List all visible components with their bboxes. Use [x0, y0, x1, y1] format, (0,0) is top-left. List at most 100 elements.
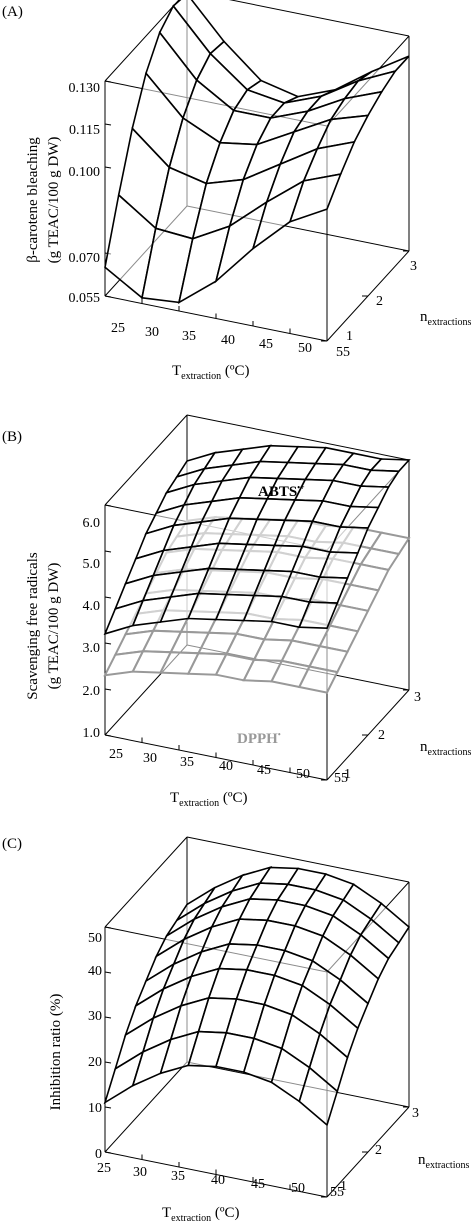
- panel-b-xlabel: Textraction (ºC): [170, 790, 248, 809]
- panel-a-ztick: 0.070: [69, 251, 101, 266]
- panel-b-xtick: 35: [180, 755, 194, 770]
- panel-a-ztick: 0.115: [69, 123, 100, 138]
- panel-c: (C) Inhibition ratio (%) 0 10 20 30 40 5…: [2, 836, 469, 1224]
- z-tick-mark: [104, 166, 112, 169]
- panel-c-ztick: 40: [88, 964, 102, 979]
- panel-a-ztick: 0.130: [69, 81, 101, 96]
- panel-a-ylabel-line1: β-carotene bleaching: [25, 137, 41, 263]
- z-tick-mark: [104, 1151, 112, 1154]
- panel-b-ztick: 3.0: [83, 641, 101, 656]
- z-tick-mark: [104, 123, 112, 126]
- panel-a: (A) β-carotene bleaching (g TEAC/100 g D…: [2, 0, 471, 382]
- box-edge: [104, 836, 188, 928]
- z-tick-mark: [104, 971, 112, 974]
- panel-a-ylabel-line2: (g TEAC/100 g DW): [46, 137, 62, 264]
- panel-c-xtick: 30: [133, 1165, 147, 1180]
- panel-a-nlabel: nextractions: [420, 309, 471, 328]
- box-edge: [186, 414, 410, 461]
- panel-b-xtick: 55: [334, 771, 348, 786]
- surface-series-0: [104, 0, 410, 304]
- panel-c-ylabel: Inhibition ratio (%): [48, 994, 64, 1111]
- panel-a-xtick: 50: [298, 341, 312, 356]
- z-tick-mark: [104, 295, 112, 298]
- panel-b-ztick: 6.0: [83, 516, 101, 531]
- panel-b-ylabel-line1: Scavenging free radicals: [25, 552, 41, 700]
- panel-c-xtick: 55: [330, 1185, 344, 1200]
- surface-cell: [298, 601, 339, 630]
- panel-c-ntick: 2: [375, 1143, 382, 1158]
- panel-c-xtick: 50: [291, 1181, 305, 1196]
- panel-b-xtick: 25: [109, 747, 123, 762]
- surface-cell: [297, 665, 339, 694]
- panel-b-xtick: 40: [219, 759, 233, 774]
- box-edge: [186, 836, 410, 883]
- box-edge: [104, 1061, 188, 1153]
- box-edge: [228, 0, 410, 37]
- panel-a-ntick: 1: [346, 329, 353, 344]
- panel-c-xlabel: Textraction (ºC): [162, 1205, 240, 1224]
- panel-c-nlabel: nextractions: [418, 1152, 469, 1171]
- surface-series-abts: [103, 444, 411, 636]
- panel-c-xtick: 40: [211, 1173, 225, 1188]
- panel-b-ztick: 2.0: [83, 684, 101, 699]
- z-tick-mark: [104, 688, 112, 691]
- z-tick-mark: [104, 1106, 112, 1109]
- z-tick-mark: [104, 550, 112, 553]
- z-tick-mark: [104, 734, 112, 737]
- panel-a-xtick: 25: [111, 321, 125, 336]
- panel-a-xtick: 35: [182, 329, 196, 344]
- panel-a-xtick: 30: [145, 325, 159, 340]
- panel-b-ntick: 3: [414, 690, 421, 705]
- surface-cell: [288, 173, 342, 223]
- panel-a-surface: [104, 0, 410, 304]
- panel-b-ntick: 1: [344, 767, 351, 782]
- panel-b-ztick: 1.0: [83, 726, 101, 741]
- panel-b-surfaces: [103, 444, 411, 694]
- panel-b-xtick: 50: [296, 767, 310, 782]
- panel-b-xtick: 30: [143, 751, 157, 766]
- z-tick-mark: [104, 596, 112, 599]
- panel-c-surface: [103, 866, 411, 1127]
- panel-a-ztick: 0.100: [69, 165, 101, 180]
- panel-c-ztick: 50: [88, 931, 102, 946]
- z-tick-mark: [104, 926, 112, 929]
- panel-c-ntick: 1: [340, 1179, 347, 1194]
- z-tick-mark: [104, 642, 112, 645]
- panel-b-label: (B): [2, 429, 22, 445]
- panel-c-ztick: 0: [95, 1147, 102, 1162]
- panel-b-ztick: 5.0: [83, 557, 101, 572]
- z-tick-mark: [104, 504, 112, 507]
- surface-cell: [298, 1066, 339, 1127]
- panel-a-ntick: 3: [410, 259, 417, 274]
- panel-c-xtick: 45: [251, 1177, 265, 1192]
- panel-a-label: (A): [2, 4, 23, 20]
- panel-b-ylabel-line2: (g TEAC/100 g DW): [46, 563, 62, 690]
- series-label-dpph: DPPH•: [237, 730, 281, 747]
- panel-b-xtick: 45: [257, 763, 271, 778]
- panel-b: (B) Scavenging free radicals (g TEAC/100…: [2, 414, 471, 809]
- panel-c-xtick: 35: [171, 1169, 185, 1184]
- panel-c-ntick: 3: [412, 1106, 419, 1121]
- panel-c-ztick: 20: [88, 1055, 102, 1070]
- panel-a-xtick: 40: [221, 333, 235, 348]
- panel-a-xtick: 55: [336, 345, 350, 360]
- panel-b-ntick: 2: [378, 728, 385, 743]
- panel-b-ztick: 4.0: [83, 599, 101, 614]
- z-tick-mark: [104, 1016, 112, 1019]
- panel-c-xtick: 25: [97, 1161, 111, 1176]
- panel-c-ztick: 10: [88, 1101, 102, 1116]
- box-edge: [104, 414, 188, 506]
- panel-a-ntick: 2: [376, 294, 383, 309]
- panel-a-xtick: 45: [259, 337, 273, 352]
- surface-series-0: [103, 866, 411, 1127]
- panel-b-nlabel: nextractions: [420, 739, 471, 758]
- panel-a-xlabel: Textraction (ºC): [172, 363, 250, 382]
- panel-c-label: (C): [2, 836, 22, 852]
- panel-c-ztick: 30: [88, 1009, 102, 1024]
- z-tick-mark: [104, 80, 112, 83]
- series-label-abts: ABTS•+: [258, 483, 305, 500]
- z-tick-mark: [104, 1061, 112, 1064]
- panel-a-ztick: 0.055: [69, 291, 101, 306]
